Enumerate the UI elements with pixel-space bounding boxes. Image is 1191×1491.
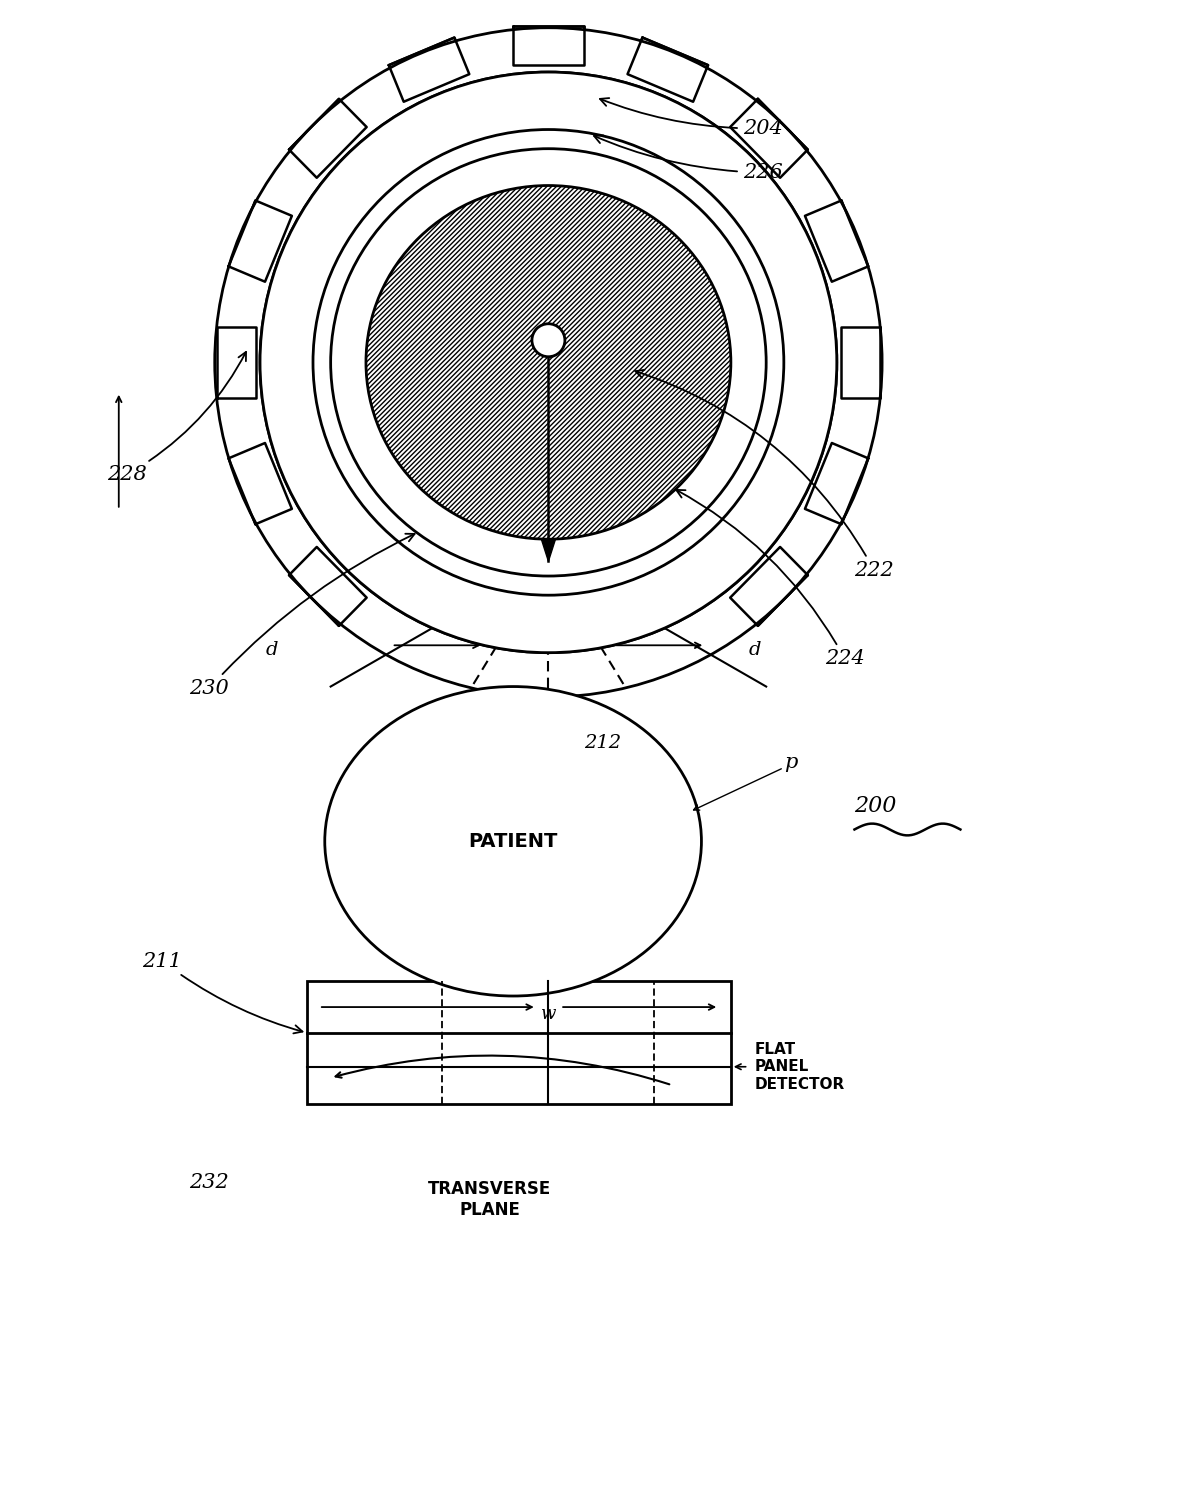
Text: 211: 211 [142, 951, 303, 1033]
Text: p: p [784, 753, 797, 772]
Text: 222: 222 [635, 370, 894, 580]
Text: 228: 228 [107, 352, 247, 485]
Text: d: d [748, 641, 761, 659]
Text: 226: 226 [594, 136, 782, 182]
Text: d: d [266, 641, 278, 659]
Ellipse shape [366, 185, 731, 540]
Ellipse shape [325, 686, 701, 996]
Text: 224: 224 [676, 491, 865, 668]
Text: 232: 232 [189, 1172, 229, 1191]
Text: w: w [541, 1005, 556, 1023]
Text: 200: 200 [854, 795, 897, 817]
Text: 230: 230 [189, 534, 414, 698]
Polygon shape [542, 540, 555, 561]
Circle shape [532, 324, 565, 356]
Ellipse shape [260, 72, 837, 653]
Text: TRANSVERSE
PLANE: TRANSVERSE PLANE [428, 1181, 551, 1220]
Text: 212: 212 [584, 735, 621, 753]
Text: FLAT
PANEL
DETECTOR: FLAT PANEL DETECTOR [754, 1042, 844, 1091]
Ellipse shape [260, 72, 837, 653]
Ellipse shape [214, 28, 883, 696]
Text: PATIENT: PATIENT [468, 832, 557, 851]
Text: 204: 204 [600, 98, 782, 139]
Bar [307, 981, 731, 1103]
Ellipse shape [313, 130, 784, 595]
Ellipse shape [197, 16, 900, 708]
Ellipse shape [331, 149, 766, 576]
